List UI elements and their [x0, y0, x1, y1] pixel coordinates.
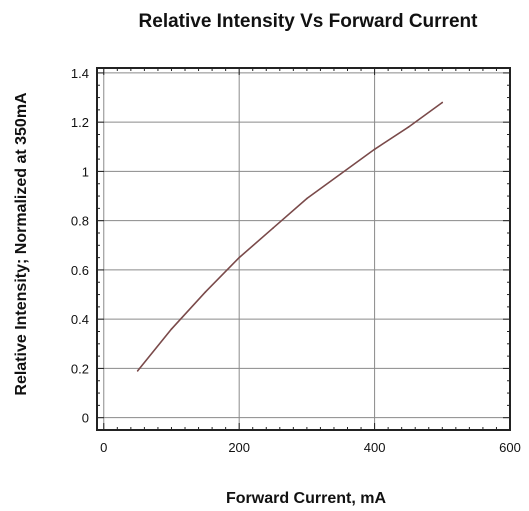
grid-lines [97, 68, 511, 430]
x-tick-label: 600 [499, 440, 521, 455]
data-point [407, 126, 410, 128]
y-tick-label: 0.8 [71, 214, 89, 229]
y-tick-label: 0 [82, 411, 89, 426]
y-tick-labels: 0 0.2 0.4 0.6 0.8 1 1.2 1.4 [71, 66, 89, 426]
data-point [306, 197, 308, 200]
x-tick-label: 400 [364, 440, 386, 455]
y-tick-label: 1 [82, 164, 89, 179]
data-point [238, 256, 240, 259]
y-tick-label: 0.2 [71, 361, 89, 376]
y-tick-label: 0.6 [71, 263, 89, 278]
y-axis-label: Relative Intensity; Normalized at 350mA [13, 92, 30, 396]
data-point [204, 291, 207, 293]
data-point [170, 328, 173, 330]
data-point [272, 227, 274, 229]
y-tick-label: 0.4 [71, 312, 89, 327]
series-layer [136, 101, 444, 372]
y-tick-label: 1.4 [71, 66, 89, 81]
axis-ticks [97, 68, 511, 430]
plot-frame [96, 67, 511, 431]
data-point [339, 173, 342, 175]
chart-title: Relative Intensity Vs Forward Current [139, 11, 479, 32]
x-tick-label: 200 [228, 440, 250, 455]
x-tick-labels: 0 200 400 600 [100, 440, 521, 455]
data-point [373, 148, 376, 151]
x-axis-label: Forward Current, mA [226, 490, 386, 507]
y-tick-label: 1.2 [71, 115, 89, 130]
series-line-0 [136, 101, 443, 372]
x-tick-label: 0 [100, 440, 107, 455]
data-point [136, 370, 139, 372]
data-point [441, 101, 444, 104]
